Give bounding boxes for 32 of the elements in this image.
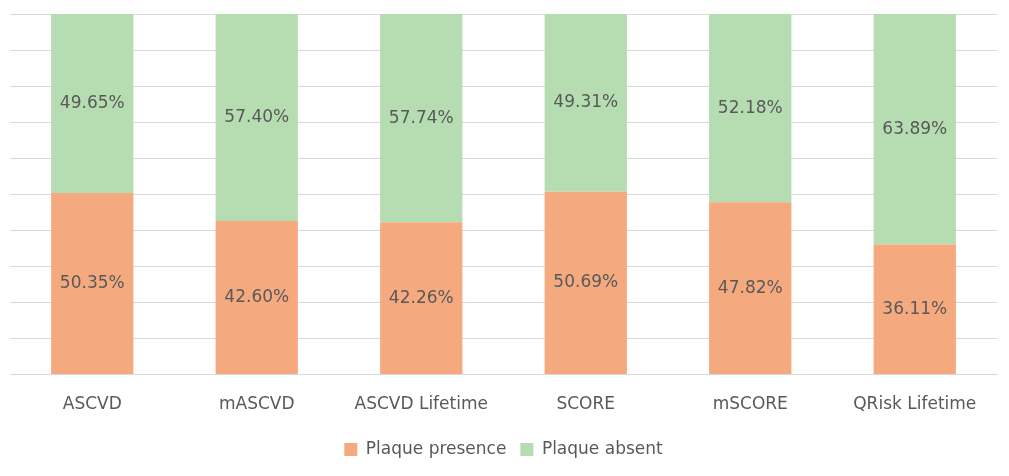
data-label: 50.69% xyxy=(553,271,619,292)
data-label: 49.31% xyxy=(553,91,619,112)
x-tick-label: SCORE xyxy=(556,393,616,414)
bar xyxy=(873,14,956,245)
legend-label: Plaque absent xyxy=(541,437,664,458)
data-label: 49.65% xyxy=(59,91,125,112)
data-label: 42.60% xyxy=(224,285,290,306)
x-tick-label: mSCORE xyxy=(712,393,788,414)
bar xyxy=(873,244,956,375)
bar xyxy=(709,202,792,375)
legend-label: Plaque presence xyxy=(365,437,507,458)
bar xyxy=(709,14,792,203)
bar xyxy=(51,193,134,375)
bar xyxy=(380,14,463,223)
data-label: 63.89% xyxy=(882,117,948,138)
data-label: 42.26% xyxy=(388,286,454,307)
bar xyxy=(215,14,298,221)
x-tick-label: ASCVD xyxy=(62,393,122,414)
bar xyxy=(215,220,298,375)
data-label: 57.74% xyxy=(388,106,454,127)
data-label: 52.18% xyxy=(717,96,783,117)
x-tick-label: QRisk Lifetime xyxy=(853,393,977,414)
data-label: 50.35% xyxy=(59,271,125,292)
data-label: 47.82% xyxy=(717,276,783,297)
bar xyxy=(544,14,627,192)
bar xyxy=(51,14,134,194)
x-tick-label: ASCVD Lifetime xyxy=(354,393,488,414)
data-label: 36.11% xyxy=(882,297,948,318)
bar xyxy=(380,222,463,375)
bar xyxy=(544,191,627,375)
x-tick-label: mASCVD xyxy=(218,393,295,414)
data-label: 57.40% xyxy=(224,105,290,126)
